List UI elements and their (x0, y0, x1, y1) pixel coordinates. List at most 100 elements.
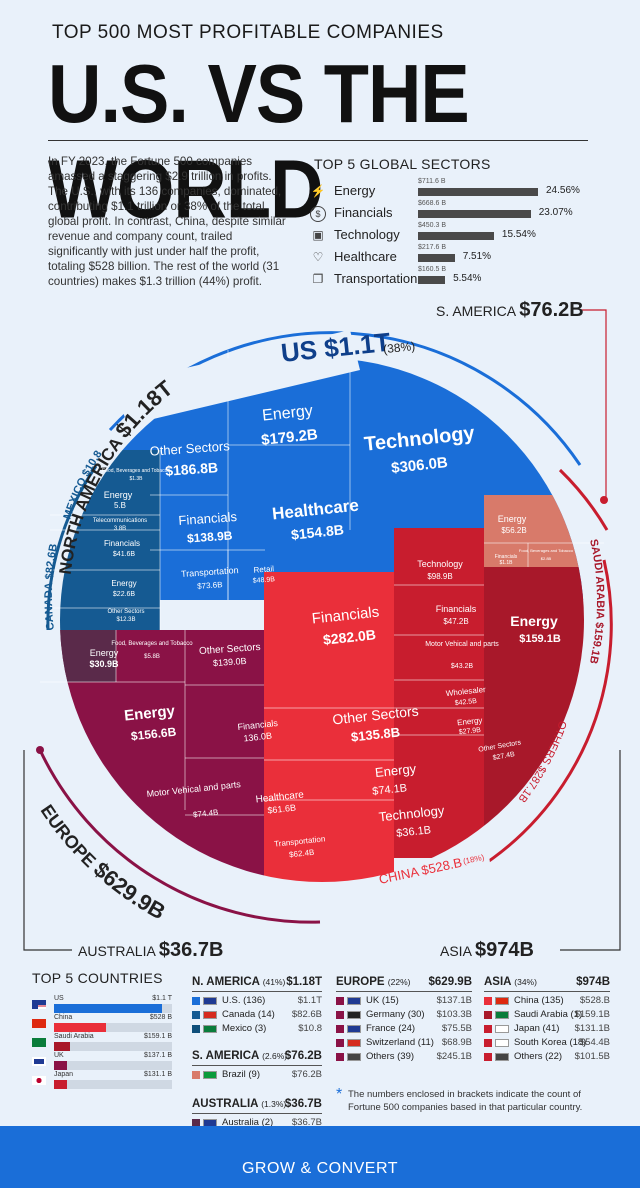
ot-wholesale-value: $42.5B (454, 698, 477, 707)
table-row: UK (15) $137.1B (336, 995, 472, 1009)
truck-icon: ❐ (312, 272, 324, 286)
swatch (192, 1071, 200, 1079)
table-row: U.S. (136) $1.1T (192, 995, 322, 1009)
table-asia: ASIA (34%) $974B China (135) $528.B Saudi Ar… (484, 976, 610, 1065)
ot-energy-value: $27.9B (458, 727, 481, 736)
swatch (484, 997, 492, 1005)
eu-motor-value: $74.4B (193, 808, 219, 820)
country-bar-bg (54, 1023, 172, 1032)
country-value: $528 B (149, 1014, 172, 1021)
table-value: $137.1B (436, 995, 472, 1006)
country-bar (54, 1061, 68, 1070)
main-title: U.S. VS THE WORLD (48, 47, 470, 236)
table-value: $1.1T (297, 995, 322, 1006)
flag-icon (32, 1076, 46, 1085)
us-retail-value: $48.9B (253, 576, 276, 585)
sa-food-value: $2.8B (541, 556, 552, 561)
world-treemap: NORTH AMERICA $1.18T MEXICO $10.8 CANADA… (23, 299, 621, 961)
country-bar-bg (54, 1061, 172, 1070)
table-row: Saudi Arabia (1) $159.1B (484, 1009, 610, 1023)
lightning-icon: ⚡ (310, 184, 326, 198)
na-energy1-label: Energy (104, 490, 133, 500)
swatch (336, 997, 344, 1005)
eu-energy-value: $156.6B (130, 725, 177, 744)
na-food-value: $1.3B (129, 476, 143, 482)
cn-tech-label: Technology (378, 803, 445, 825)
table-value: $68.9B (441, 1037, 472, 1048)
australia-label: AUSTRALIA $36.7B (78, 939, 223, 961)
flag-icon (203, 1011, 217, 1019)
sa-energy-small-label: Energy (498, 514, 527, 524)
flag-icon (32, 1000, 46, 1009)
country-name: UK (54, 1052, 64, 1059)
us-tech-value: $306.0B (390, 454, 448, 477)
ot-fin-value: $47.2B (443, 617, 468, 626)
sector-name: Transportation (334, 271, 418, 286)
europe-label: EUROPE $629.9B (37, 801, 170, 924)
table-country: UK (15) (366, 995, 399, 1006)
cn-energy-value: $74.1B (372, 782, 408, 798)
country-row: Saudi Arabia $159.1 B (32, 1033, 172, 1052)
sector-name: Energy (334, 183, 376, 198)
na-telecom-label: Telecommunications (93, 518, 147, 524)
table-country: Others (39) (366, 1051, 415, 1062)
ot-motor-value: $43.2B (451, 663, 474, 670)
footer-bar (0, 1126, 640, 1188)
country-row: UK $137.1 B (32, 1052, 172, 1071)
table-row: Germany (30) $103.3B (336, 1009, 472, 1023)
us-retail-label: Retail (253, 564, 274, 574)
eu-transport-value: $62.4B (289, 848, 315, 860)
swatch (192, 1119, 200, 1127)
eu-other-label: Other Sectors (199, 642, 261, 657)
country-value: $137.1 B (143, 1052, 172, 1059)
table-row: Japan (41) $131.1B (484, 1023, 610, 1037)
table-country: Canada (14) (222, 1009, 275, 1020)
table-row: Canada (14) $82.6B (192, 1009, 322, 1023)
eu-health-label: Healthcare (255, 789, 305, 805)
swatch (484, 1025, 492, 1033)
na-other-value: $12.3B (116, 617, 135, 623)
table-header: ASIA (34%) $974B (484, 976, 610, 988)
table-country: Germany (30) (366, 1009, 425, 1020)
swatch (484, 1039, 492, 1047)
country-name: China (54, 1014, 73, 1021)
footer-brand: GROW & CONVERT (241, 1160, 399, 1177)
asia-label: ASIA $974B (440, 939, 534, 961)
flag-icon (203, 1071, 217, 1079)
table-value: $36.7B (291, 1117, 322, 1128)
canada-label: CANADA $82.6B (43, 543, 60, 631)
europe-energy-small (60, 630, 116, 682)
na-fin-label: Financials (104, 539, 140, 548)
na-energy2-value: $22.6B (113, 591, 136, 598)
country-bar (54, 1023, 106, 1032)
sector-row: ♡ Healthcare $217.6 B 7.51% (310, 244, 610, 268)
sa-fin-value: $1.1B (499, 560, 513, 566)
cn-tech-value: $36.1B (396, 824, 432, 840)
table-value: $103.3B (436, 1009, 472, 1020)
us-health-value: $154.8B (290, 521, 344, 542)
s-america-label: S. AMERICA $76.2B (436, 299, 584, 321)
china-block (264, 572, 394, 882)
table-row: Others (22) $101.5B (484, 1051, 610, 1065)
table-header: N. AMERICA (41%) $1.18T (192, 976, 322, 988)
flag-icon (495, 1011, 509, 1019)
na-telecom-value: 3.8B (114, 526, 126, 532)
canada-ring (46, 465, 98, 631)
table-country: South Korea (18) (514, 1037, 587, 1048)
sector-pct: 7.51% (462, 251, 492, 262)
flag-icon (347, 1011, 361, 1019)
table-s-america: S. AMERICA (2.6%) $76.2B Brazil (9) $76.2B (192, 1050, 322, 1083)
asia-leader (560, 750, 621, 951)
chip-icon: ▣ (312, 228, 324, 242)
country-bar (54, 1004, 162, 1013)
ot-other-value: $27.4B (492, 751, 515, 762)
sector-bar (418, 276, 446, 284)
sector-bar (418, 232, 494, 240)
us-fin-value: $138.9B (187, 528, 234, 545)
ot-motor-label: Motor Vehical and parts (425, 641, 499, 648)
table-country: France (24) (366, 1023, 416, 1034)
us-energy-label: Energy (261, 402, 313, 424)
table-row: Mexico (3) $10.8 (192, 1023, 322, 1037)
saudi-label: SAUDI ARABIA $159.1B (587, 538, 606, 665)
s-america-ring (558, 468, 609, 531)
